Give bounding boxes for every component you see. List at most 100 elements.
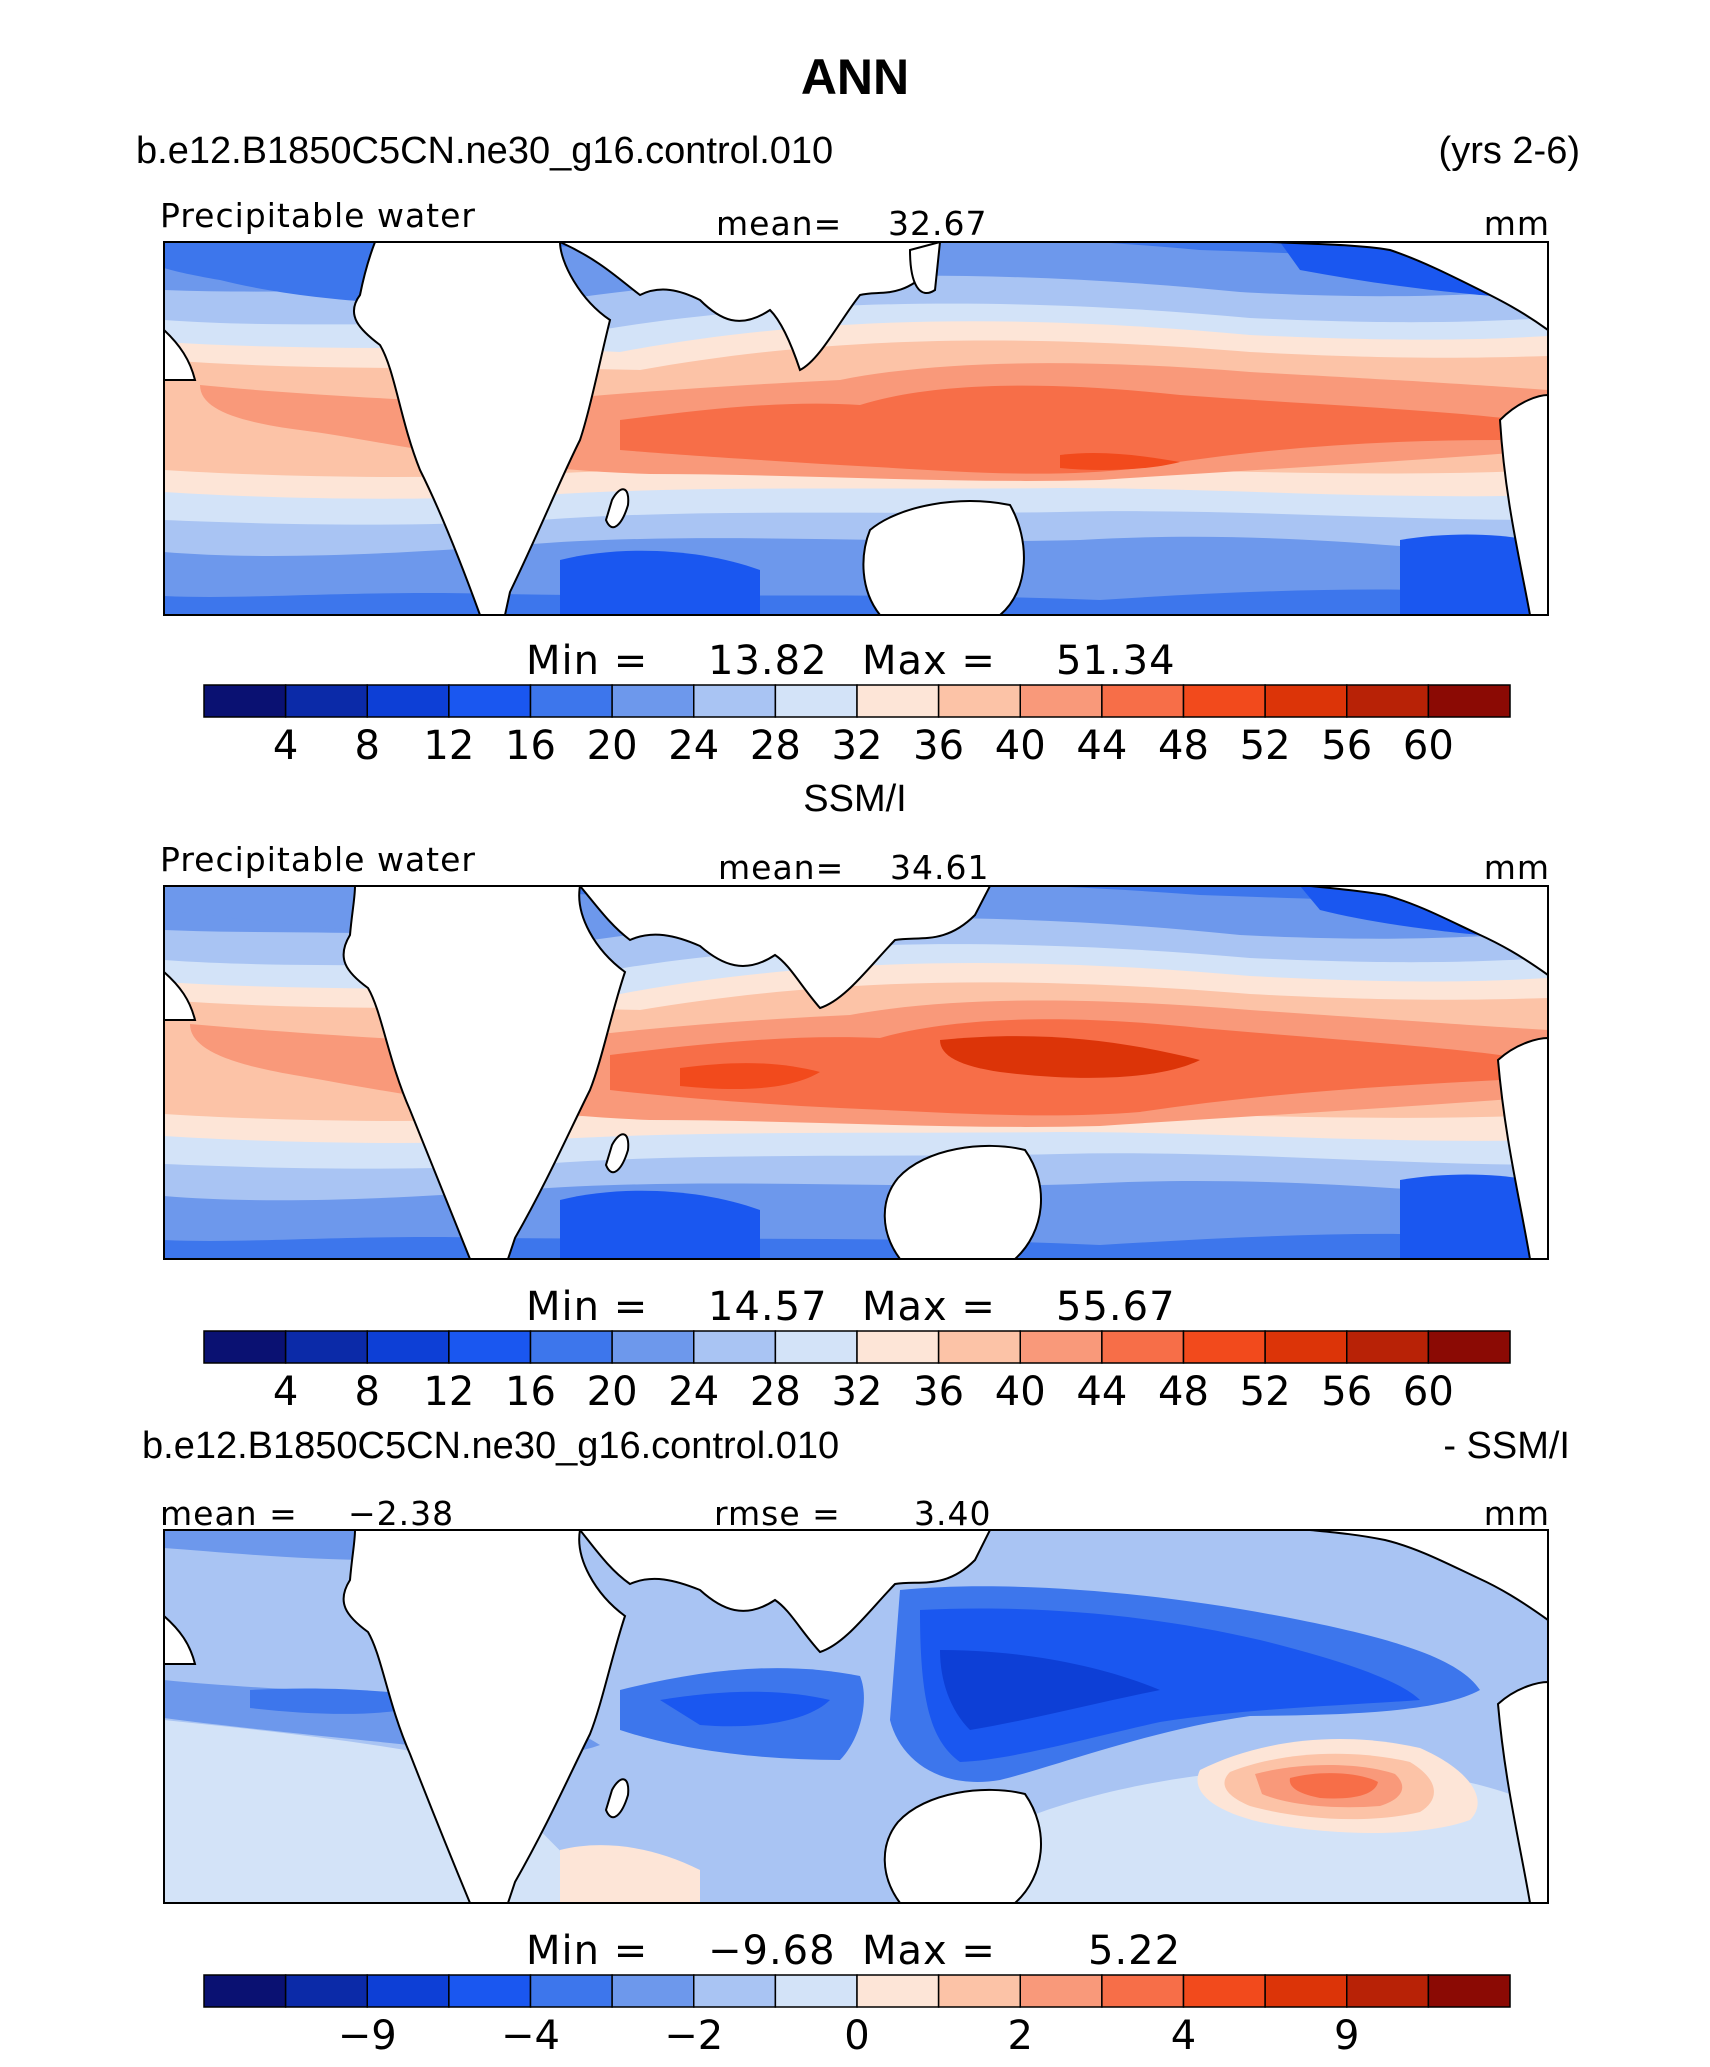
colorbar-tick-label: −2 xyxy=(664,2013,723,2059)
colorbar-swatch xyxy=(448,1974,532,2008)
colorbar-swatch xyxy=(448,684,532,718)
panel3-rmse-label: rmse = xyxy=(714,1494,841,1533)
colorbar-tick-label: 56 xyxy=(1321,723,1372,769)
colorbar-swatch xyxy=(774,684,858,718)
colorbar-tick-label: 9 xyxy=(1334,2013,1359,2059)
colorbar-tick-label: −9 xyxy=(338,2013,397,2059)
colorbar-tick-label: 8 xyxy=(355,1369,380,1415)
colorbar-tick-label: 32 xyxy=(832,723,883,769)
panel1-max-value: 51.34 xyxy=(1056,638,1176,684)
colorbar-tick-label: 36 xyxy=(913,1369,964,1415)
model-precipitable-water-map xyxy=(164,242,1548,615)
figure-title: ANN xyxy=(800,49,910,105)
colorbar-tick-label: −4 xyxy=(501,2013,560,2059)
colorbar-tick-label: 8 xyxy=(355,723,380,769)
colorbar-swatch xyxy=(1264,684,1348,718)
colorbar-swatch xyxy=(1019,1974,1103,2008)
panel3-mean-value: −2.38 xyxy=(348,1494,455,1533)
colorbar-swatch xyxy=(1427,1974,1511,2008)
colorbar-swatch xyxy=(1019,684,1103,718)
panel2-mean-value: 34.61 xyxy=(890,848,990,887)
obs-precipitable-water-map xyxy=(164,886,1548,1259)
colorbar-swatch xyxy=(774,1330,858,1364)
panel2-mean-label: mean= xyxy=(718,848,845,887)
colorbar-swatch xyxy=(856,684,940,718)
difference-map xyxy=(164,1530,1548,1903)
obs-label: SSM/I xyxy=(803,778,907,820)
colorbar-swatch xyxy=(284,684,369,718)
colorbar-swatch xyxy=(1101,684,1185,718)
colorbar-tick-label: 2 xyxy=(1008,2013,1033,2059)
colorbar-swatch xyxy=(1346,684,1430,718)
colorbar-swatch xyxy=(774,1974,858,2008)
colorbar-swatch xyxy=(529,1974,613,2008)
colorbar-swatch xyxy=(366,1330,450,1364)
colorbar-panel3: −9 −4 −2 0 2 4 9 xyxy=(203,1974,1511,2059)
colorbar-swatch xyxy=(1264,1974,1348,2008)
panel3-min-label: Min = xyxy=(526,1928,649,1974)
colorbar-tick-label: 16 xyxy=(505,1369,556,1415)
panel2-variable: Precipitable water xyxy=(160,840,476,879)
colorbar-tick-label: 56 xyxy=(1321,1369,1372,1415)
colorbar-swatch xyxy=(937,684,1022,718)
panel3-min-value: −9.68 xyxy=(708,1928,836,1974)
colorbar-tick-label: 40 xyxy=(995,1369,1046,1415)
colorbar-swatch xyxy=(1182,684,1266,718)
panel3-max-value: 5.22 xyxy=(1088,1928,1182,1974)
panel2-max-value: 55.67 xyxy=(1056,1284,1176,1330)
colorbar-tick-label: 60 xyxy=(1403,1369,1454,1415)
colorbar-tick-label: 16 xyxy=(505,723,556,769)
colorbar-swatch xyxy=(1346,1974,1430,2008)
panel2-units: mm xyxy=(1483,848,1550,887)
colorbar-swatch xyxy=(1427,684,1511,718)
colorbar-tick-label: 48 xyxy=(1158,1369,1209,1415)
panel3-max-label: Max = xyxy=(862,1928,996,1974)
panel1-max-label: Max = xyxy=(862,638,996,684)
panel1-mean-value: 32.67 xyxy=(888,204,988,243)
colorbar-tick-label: 36 xyxy=(913,723,964,769)
colorbar-swatch xyxy=(448,1330,532,1364)
colorbar-swatch xyxy=(693,1330,777,1364)
panel2-max-label: Max = xyxy=(862,1284,996,1330)
colorbar-swatch xyxy=(1101,1330,1185,1364)
colorbar-tick-label: 28 xyxy=(750,1369,801,1415)
colorbar-swatch xyxy=(611,1330,695,1364)
colorbar-swatch xyxy=(693,684,777,718)
colorbar-swatch xyxy=(1346,1330,1430,1364)
panel1-min-label: Min = xyxy=(526,638,649,684)
panel3-units: mm xyxy=(1483,1494,1550,1533)
colorbar-swatch xyxy=(937,1330,1022,1364)
colorbar-swatch xyxy=(856,1974,940,2008)
colorbar-tick-label: 60 xyxy=(1403,723,1454,769)
colorbar-panel2: 4 8 12 16 20 24 28 32 36 40 44 48 52 56 60 xyxy=(203,1330,1511,1415)
colorbar-swatch xyxy=(937,1974,1022,2008)
colorbar-tick-label: 44 xyxy=(1076,1369,1127,1415)
colorbar-tick-label: 12 xyxy=(423,723,474,769)
colorbar-tick-label: 24 xyxy=(668,723,719,769)
panel3-rmse-value: 3.40 xyxy=(914,1494,992,1533)
colorbar-swatch xyxy=(1182,1974,1266,2008)
colorbar-tick-label: 32 xyxy=(832,1369,883,1415)
colorbar-swatch xyxy=(1019,1330,1103,1364)
colorbar-tick-label: 0 xyxy=(844,2013,869,2059)
colorbar-tick-label: 20 xyxy=(587,723,638,769)
panel1-units: mm xyxy=(1483,204,1550,243)
colorbar-tick-label: 40 xyxy=(995,723,1046,769)
colorbar-swatch xyxy=(1182,1330,1266,1364)
colorbar-tick-label: 24 xyxy=(668,1369,719,1415)
colorbar-swatch xyxy=(1427,1330,1511,1364)
colorbar-swatch xyxy=(203,684,287,718)
colorbar-swatch xyxy=(611,1974,695,2008)
colorbar-tick-label: 48 xyxy=(1158,723,1209,769)
colorbar-panel1: 4 8 12 16 20 24 28 32 36 40 44 48 52 56 60 xyxy=(203,684,1511,769)
panel2-min-label: Min = xyxy=(526,1284,649,1330)
colorbar-tick-label: 12 xyxy=(423,1369,474,1415)
colorbar-swatch xyxy=(1264,1330,1348,1364)
colorbar-swatch xyxy=(284,1330,369,1364)
colorbar-swatch xyxy=(1101,1974,1185,2008)
colorbar-tick-label: 28 xyxy=(750,723,801,769)
colorbar-tick-label: 20 xyxy=(587,1369,638,1415)
colorbar-swatch xyxy=(693,1974,777,2008)
colorbar-tick-label: 44 xyxy=(1076,723,1127,769)
